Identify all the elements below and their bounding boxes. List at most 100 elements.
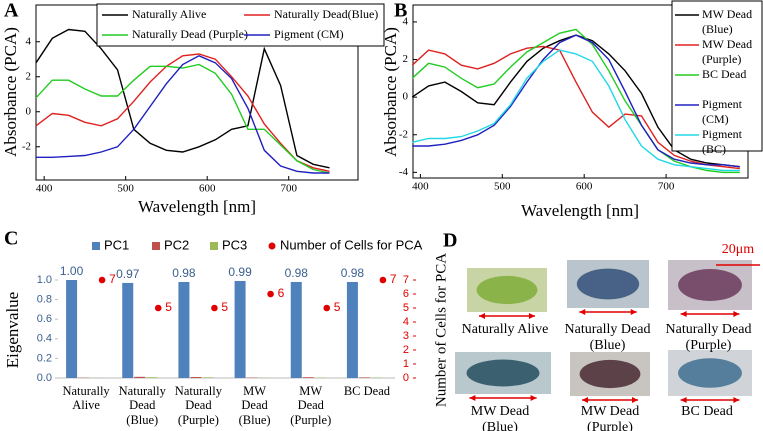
x-tick-label: 500 [494,181,511,193]
bar [202,377,214,378]
y-axis-label: Absorbance (PCA) [1,27,20,157]
legend-label: PC2 [164,237,189,252]
y-axis-label: Eigenvalue [3,292,22,368]
y-tick-label: -2 [399,128,408,140]
panel-label: C [4,228,18,250]
legend-label: MW Dead (Purple) [702,37,753,66]
y2-tick-label: 4 [403,316,409,328]
dot [211,304,218,312]
line [35,53,330,172]
y-tick-label: 0.2 [37,352,52,364]
legend-box [96,3,385,47]
y-tick-label: 0 [26,105,32,117]
x-tick-label: 600 [576,181,593,193]
arrow-head [479,313,535,319]
cell [678,269,742,301]
dot [267,290,274,298]
cell [678,358,742,388]
data-label: 6 [278,286,285,300]
bar [146,377,158,378]
data-label: 5 [221,300,228,314]
x-tick-label: MW Dead (Blue) [238,384,271,427]
data-label: 0.99 [228,265,252,279]
dot [98,276,106,284]
y2-tick-label: 6 [403,288,409,300]
cell [579,359,641,389]
x-tick-label: 700 [280,183,297,195]
data-label: 1.00 [60,264,84,278]
dot [154,304,162,312]
y-tick-label: 4 [403,15,409,27]
x-tick-label: 600 [199,183,216,195]
x-tick-label: 500 [117,183,134,195]
arrow-head [582,397,638,403]
x-tick-label: 400 [412,181,429,193]
bar [290,281,302,378]
line [35,28,330,169]
legend-label: Pigment (BC) [702,127,743,156]
y2-tick-label: 3 [403,330,409,342]
x-tick-label: MW Dead (Purple) [290,384,332,427]
legend-swatch [268,242,276,250]
x-tick-label: BC Dead [343,384,390,398]
caption: Naturally Dead (Purple) [665,322,752,354]
caption: Naturally Alive [461,322,549,337]
panel-label: D [443,230,457,252]
caption: BC Dead [681,404,733,419]
cell [476,275,538,305]
x-tick-label: 700 [658,181,675,193]
data-label: 5 [334,300,341,314]
panel-label: B [394,0,407,22]
legend-label: Naturally Dead (Purple) [132,27,248,41]
dot [379,276,387,284]
bar [178,281,190,378]
dot [323,304,331,312]
y-tick-label: -2 [22,140,31,152]
legend-label: Naturally Dead(Blue) [274,7,378,21]
data-label: 7 [109,272,116,286]
legend-label: MW Dead (Blue) [702,7,753,36]
y2-tick-label: 0 [403,372,409,384]
legend-label: PC1 [104,237,129,252]
legend-swatch [210,242,218,250]
y-tick-label: 1.0 [37,274,52,286]
x-axis-label: Wavelength [nm] [138,197,256,216]
arrow-head [680,311,740,317]
legend-label: PC3 [222,237,247,252]
legend-box [671,0,763,152]
bar [346,281,358,378]
line [412,34,740,168]
legend-label: Number of Cells for PCA [280,237,423,252]
x-axis-label: Wavelength [nm] [521,201,639,220]
x-tick-label: 400 [36,183,53,195]
y-axis-label: Absorbance (PCA) [381,27,400,157]
bar [234,280,246,378]
caption: Naturally Dead (Blue) [564,322,651,354]
legend-label: Naturally Alive [132,7,206,21]
bar [302,377,314,378]
panel-label: A [4,0,19,22]
line [412,49,740,172]
data-label: 0.98 [172,266,196,280]
y2-tick-label: 5 [403,302,409,314]
y-tick-label: 2 [403,53,409,65]
legend-label: Pigment (CM) [274,27,344,41]
y2-tick-label: 1 [403,358,409,370]
y-tick-label: -4 [399,166,409,178]
data-label: 0.97 [116,267,140,281]
y2-axis-label: Number of Cells for PCA [433,253,449,407]
arrow-head [579,309,637,315]
y-tick-label: 2 [26,70,32,82]
bar [190,377,202,378]
legend-swatch [152,242,160,250]
y2-tick-label: 7 [403,274,409,286]
y2-tick-label: 2 [403,344,409,356]
data-label: 0.98 [341,266,365,280]
y-tick-label: 0.0 [37,372,52,384]
y-tick-label: 0 [403,91,409,103]
y-tick-label: 0.6 [37,313,52,325]
line [411,45,740,170]
y-tick-label: 4 [26,35,32,47]
